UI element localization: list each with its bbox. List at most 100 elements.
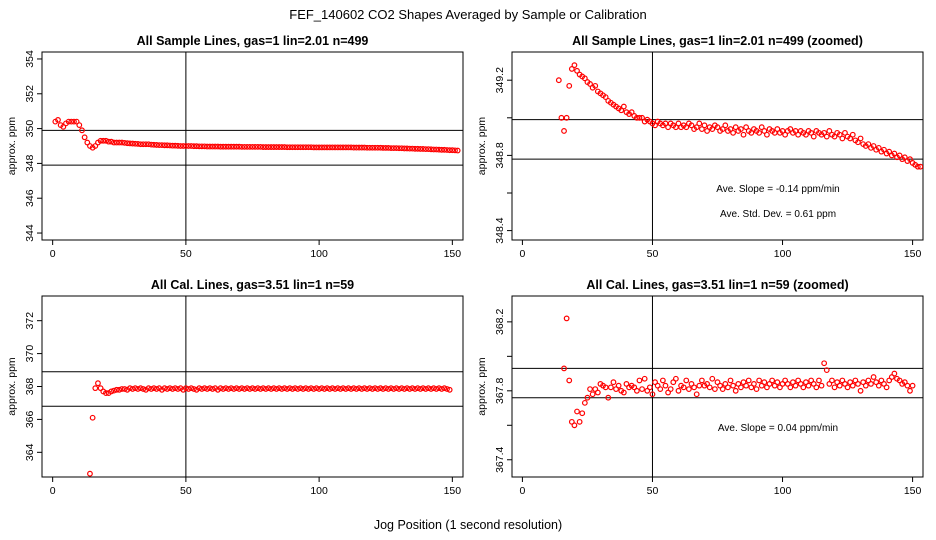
data-points [561, 315, 916, 429]
data-point [743, 124, 750, 131]
data-point [294, 386, 301, 392]
data-point [111, 387, 117, 394]
data-point [561, 365, 567, 372]
x-tick-label: 50 [180, 485, 192, 497]
x-tick-label: 150 [444, 485, 462, 497]
data-point [310, 144, 317, 151]
data-point [174, 142, 181, 149]
data-point [180, 143, 187, 149]
x-tick-label: 150 [444, 248, 462, 260]
data-point [196, 385, 203, 392]
data-point [719, 126, 726, 132]
annotation-text: Ave. Slope = -0.14 ppm/min [716, 184, 840, 195]
data-point [270, 144, 277, 150]
data-point [641, 375, 648, 382]
y-tick-label: 344 [24, 224, 36, 242]
data-point [414, 385, 421, 392]
data-point [693, 391, 700, 398]
data-point [738, 384, 744, 391]
data-point [284, 386, 291, 392]
data-point [792, 128, 799, 134]
data-point [81, 134, 88, 141]
data-point [438, 386, 445, 392]
data-point [732, 387, 739, 394]
data-point [294, 144, 301, 151]
data-point [321, 144, 328, 151]
data-point [297, 385, 304, 392]
data-point [345, 385, 352, 392]
data-point [342, 144, 349, 151]
data-point [246, 143, 253, 150]
data-point [276, 385, 283, 392]
data-point [222, 143, 229, 150]
data-point [358, 144, 365, 151]
data-point [121, 139, 128, 146]
data-point [249, 143, 256, 150]
data-point [278, 144, 285, 150]
data-point [430, 146, 437, 153]
data-point [566, 377, 573, 384]
data-point [353, 386, 360, 392]
data-point [665, 124, 671, 131]
data-point [302, 385, 309, 392]
data-point [300, 144, 307, 151]
data-point [592, 82, 599, 89]
data-point [172, 385, 179, 392]
data-point [313, 144, 320, 151]
data-point [816, 377, 822, 384]
data-point [633, 114, 640, 121]
data-point [393, 145, 400, 151]
data-point [831, 133, 838, 140]
data-point [857, 387, 864, 394]
data-point [105, 138, 112, 145]
data-point [225, 386, 232, 392]
data-point [332, 386, 339, 392]
data-point [823, 133, 830, 140]
data-point [909, 382, 916, 389]
data-point [332, 144, 339, 151]
y-axis-label: approx. ppm [6, 357, 18, 416]
data-point [190, 143, 197, 150]
data-point [241, 386, 248, 392]
data-point [204, 143, 211, 150]
data-point [182, 385, 189, 392]
data-point [151, 385, 157, 392]
data-point [748, 129, 755, 136]
data-point [756, 377, 763, 384]
data-point [412, 386, 418, 392]
data-point [116, 386, 123, 393]
data-point [782, 131, 789, 138]
data-point [137, 385, 144, 392]
data-point [870, 374, 877, 380]
x-tick-label: 100 [774, 248, 792, 260]
y-tick-label: 348.4 [494, 217, 506, 243]
data-point [193, 143, 200, 150]
data-point [345, 144, 352, 151]
data-point [704, 128, 710, 134]
data-point [401, 386, 408, 392]
data-point [286, 385, 293, 392]
data-point [369, 386, 376, 392]
data-point [228, 385, 235, 392]
data-point [318, 385, 325, 392]
data-point [270, 385, 277, 392]
data-point [683, 377, 690, 384]
data-point [286, 144, 293, 151]
data-point [132, 385, 139, 392]
data-point [787, 126, 794, 132]
data-point [636, 114, 643, 121]
y-tick-label: 354 [24, 50, 36, 68]
data-point [401, 145, 408, 152]
data-point [116, 139, 123, 146]
data-point [393, 385, 400, 392]
data-point [164, 142, 171, 149]
data-point [113, 386, 120, 393]
data-point [568, 66, 575, 72]
data-point [849, 131, 856, 138]
data-point [428, 146, 434, 153]
data-point [230, 143, 237, 150]
data-point [438, 146, 445, 153]
data-point [188, 143, 195, 149]
data-point [868, 381, 874, 387]
y-tick-label: 346 [24, 189, 36, 207]
